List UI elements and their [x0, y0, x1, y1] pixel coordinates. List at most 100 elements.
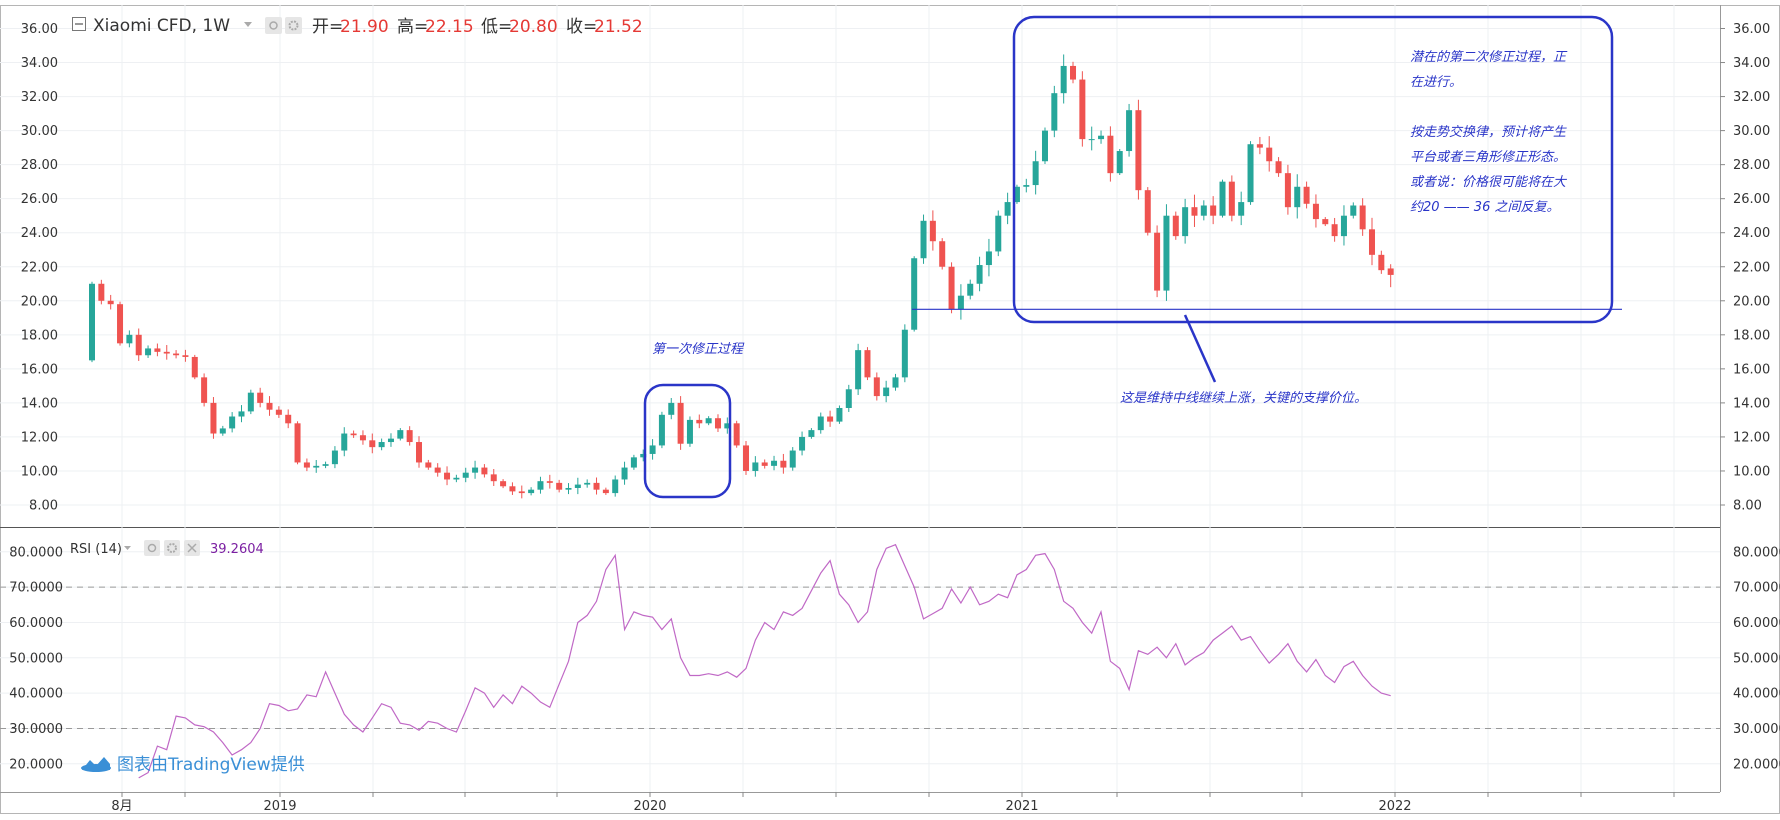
second-correction-text-2: 在进行。	[1410, 75, 1462, 90]
second-correction-text-3: 按走势交换律，预计将产生	[1410, 124, 1567, 140]
y-tick-label-right: 18.00	[1733, 328, 1770, 343]
candle-body	[341, 433, 348, 451]
candle-body	[285, 414, 292, 424]
y-tick-label-right: 14.00	[1733, 396, 1770, 411]
candle-body	[135, 334, 142, 356]
y-tick-label-right: 22.00	[1733, 260, 1770, 275]
candle-body	[1228, 181, 1235, 216]
candle-body	[201, 377, 208, 403]
watermark[interactable]: 图表由TradingView提供	[81, 755, 305, 775]
candle-body	[229, 416, 236, 429]
candle-body	[967, 283, 974, 296]
candle-body	[584, 482, 591, 485]
candle-body	[705, 418, 712, 424]
rsi-eye-icon[interactable]	[144, 540, 160, 556]
candle-body	[1032, 161, 1039, 186]
y-tick-label-right: 24.00	[1733, 226, 1770, 241]
y-tick-label-right: 12.00	[1733, 430, 1770, 445]
candle-body	[686, 419, 693, 444]
candle-body	[1294, 186, 1301, 208]
y-tick-label-left: 22.00	[21, 260, 58, 275]
y-tick-label-left: 10.00	[21, 464, 58, 479]
candlestick-series	[89, 54, 1394, 499]
candle-body	[444, 472, 451, 480]
rsi-tick-label-right: 20.0000	[1733, 757, 1780, 772]
candle-body	[761, 462, 768, 466]
candle-body	[574, 484, 581, 488]
candle-body	[864, 350, 871, 378]
first-correction-box[interactable]	[643, 383, 732, 499]
chevron-down-icon[interactable]	[244, 22, 252, 27]
rsi-tick-label-right: 60.0000	[1733, 616, 1780, 631]
candle-body	[1013, 186, 1020, 203]
price-axis[interactable]: 8.00 8.00 10.00 10.00 12.00 12.00 14.00 14.00 16…	[9, 22, 1780, 772]
second-correction-text-5: 或者说：价格很可能将在大	[1410, 175, 1568, 190]
main-legend: Xiaomi CFD, 1W 开= 21.90 高= 22.15 低= 20.8…	[72, 16, 643, 37]
open-label: 开=	[312, 17, 343, 37]
candle-body	[1266, 147, 1273, 162]
candle-body	[117, 304, 124, 344]
rsi-legend: RSI (14) 39.2604	[70, 540, 264, 557]
rsi-label: RSI (14)	[70, 542, 122, 557]
rsi-value: 39.2604	[210, 542, 264, 557]
second-correction-text-1: 潜在的第二次修正过程，正	[1410, 50, 1568, 65]
x-tick-label: 2021	[1005, 799, 1038, 814]
rsi-tick-label-right: 80.0000	[1733, 545, 1780, 560]
x-tick-label: 2022	[1378, 799, 1411, 814]
rsi-tick-label-left: 50.0000	[9, 651, 63, 666]
rsi-tick-label-left: 30.0000	[9, 722, 63, 737]
candle-body	[453, 477, 460, 480]
candle-body	[630, 457, 637, 468]
candle-body	[649, 445, 656, 454]
candle-body	[752, 462, 759, 471]
rsi-chevron-down-icon[interactable]	[124, 546, 131, 550]
candle-body	[406, 430, 413, 443]
candle-body	[799, 436, 806, 451]
candle-body	[845, 389, 852, 408]
candle-body	[1368, 229, 1375, 255]
candle-body	[275, 409, 282, 415]
rsi-tick-label-left: 70.0000	[9, 581, 63, 596]
rsi-tick-label-left: 20.0000	[9, 757, 63, 772]
rsi-tick-label-right: 40.0000	[1733, 687, 1780, 702]
candle-body	[1126, 110, 1133, 152]
gear-icon[interactable]	[285, 17, 302, 34]
candle-body	[827, 416, 834, 422]
rsi-tick-label-left: 80.0000	[9, 545, 63, 560]
candle-body	[836, 407, 843, 422]
rsi-gear-icon[interactable]	[164, 540, 180, 556]
rsi-series	[138, 543, 1391, 779]
candle-body	[677, 402, 684, 444]
candle-body	[929, 220, 936, 242]
high-label: 高=	[397, 17, 428, 37]
y-tick-label-left: 18.00	[21, 328, 58, 343]
second-correction-box[interactable]	[1012, 15, 1614, 324]
candle-body	[883, 387, 890, 397]
candle-body	[481, 467, 488, 475]
candle-body	[780, 460, 787, 468]
candle-body	[995, 215, 1002, 252]
candle-body	[612, 479, 619, 494]
support-arrow-line[interactable]	[1183, 314, 1217, 383]
candle-body	[911, 258, 918, 330]
y-tick-label-right: 8.00	[1733, 499, 1762, 514]
candle-body	[528, 489, 535, 494]
candle-body	[743, 445, 750, 471]
time-axis[interactable]: 8月 2019 2020 2021 2022	[111, 792, 1675, 814]
candle-body	[173, 353, 180, 356]
candle-body	[145, 348, 152, 356]
x-tick-label: 8月	[111, 799, 132, 814]
candle-body	[537, 481, 544, 490]
svg-text:开= 21.90 高=: 开= 21.90 高= 22.15 低= 20.80 收= 21.52	[312, 17, 643, 37]
eye-icon[interactable]	[265, 17, 282, 34]
candle-body	[1135, 110, 1142, 191]
candle-body	[1070, 65, 1077, 80]
candle-body	[855, 350, 862, 390]
candle-body	[472, 467, 479, 473]
second-correction-text-4: 平台或者三角形修正形态。	[1410, 150, 1566, 165]
candle-body	[1238, 202, 1245, 216]
candle-body	[1331, 224, 1338, 237]
candle-body	[892, 377, 899, 388]
candle-body	[303, 462, 310, 468]
